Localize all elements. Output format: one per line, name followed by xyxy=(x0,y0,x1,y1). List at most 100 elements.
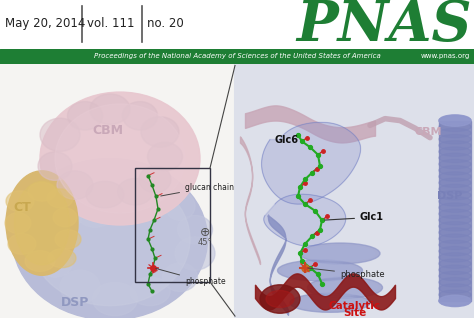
Ellipse shape xyxy=(439,265,471,274)
Text: DSP: DSP xyxy=(61,296,89,309)
Text: PNAS: PNAS xyxy=(296,0,472,53)
Ellipse shape xyxy=(163,263,198,291)
Text: DSP: DSP xyxy=(437,191,462,202)
Ellipse shape xyxy=(439,290,471,300)
Text: no. 20: no. 20 xyxy=(147,17,184,30)
Ellipse shape xyxy=(439,172,471,181)
Ellipse shape xyxy=(290,293,370,312)
Ellipse shape xyxy=(38,152,72,180)
Text: Site: Site xyxy=(343,308,366,318)
Ellipse shape xyxy=(53,208,77,227)
Ellipse shape xyxy=(439,203,471,212)
Text: Glc1: Glc1 xyxy=(325,212,384,222)
Text: CBM: CBM xyxy=(92,124,124,136)
Ellipse shape xyxy=(137,181,173,212)
Ellipse shape xyxy=(439,128,471,138)
Ellipse shape xyxy=(90,94,130,124)
Ellipse shape xyxy=(37,249,73,277)
Ellipse shape xyxy=(439,296,471,306)
Ellipse shape xyxy=(439,209,471,218)
Ellipse shape xyxy=(48,249,76,268)
Text: 45°: 45° xyxy=(198,238,212,246)
Ellipse shape xyxy=(439,159,471,169)
Polygon shape xyxy=(264,194,346,246)
Ellipse shape xyxy=(47,201,82,230)
Ellipse shape xyxy=(28,182,56,201)
Ellipse shape xyxy=(6,191,34,212)
Ellipse shape xyxy=(439,115,471,126)
Text: Proceedings of the National Academy of Sciences of the United States of America: Proceedings of the National Academy of S… xyxy=(94,53,380,59)
Text: CBM: CBM xyxy=(415,127,443,137)
Ellipse shape xyxy=(439,246,471,256)
Bar xyxy=(235,64,474,318)
Ellipse shape xyxy=(165,192,195,220)
Ellipse shape xyxy=(47,189,73,208)
Text: vol. 111: vol. 111 xyxy=(87,17,135,30)
Ellipse shape xyxy=(141,117,179,147)
Ellipse shape xyxy=(439,166,471,175)
Ellipse shape xyxy=(439,222,471,231)
Text: CT: CT xyxy=(13,201,31,214)
Ellipse shape xyxy=(439,259,471,268)
Bar xyxy=(0,64,235,318)
Ellipse shape xyxy=(67,101,102,130)
Ellipse shape xyxy=(266,290,294,308)
Ellipse shape xyxy=(6,171,78,275)
Polygon shape xyxy=(262,122,361,204)
Text: Catalytic: Catalytic xyxy=(329,301,381,311)
Ellipse shape xyxy=(308,277,383,298)
Ellipse shape xyxy=(439,252,471,262)
Ellipse shape xyxy=(139,166,171,193)
Ellipse shape xyxy=(312,280,377,295)
Ellipse shape xyxy=(439,197,471,206)
Ellipse shape xyxy=(439,153,471,162)
Ellipse shape xyxy=(75,194,115,227)
Text: phosphate: phosphate xyxy=(308,268,384,279)
Ellipse shape xyxy=(175,237,215,270)
Text: Glc6: Glc6 xyxy=(275,135,299,145)
Text: glucan chain: glucan chain xyxy=(161,183,234,196)
Ellipse shape xyxy=(55,230,81,249)
Text: phosphate: phosphate xyxy=(155,268,226,287)
Ellipse shape xyxy=(295,296,365,309)
Ellipse shape xyxy=(260,285,300,313)
Ellipse shape xyxy=(5,213,31,233)
Text: May 20, 2014: May 20, 2014 xyxy=(5,17,85,30)
Ellipse shape xyxy=(439,135,471,144)
Ellipse shape xyxy=(439,240,471,250)
Ellipse shape xyxy=(130,277,170,306)
Ellipse shape xyxy=(57,171,93,199)
Ellipse shape xyxy=(40,118,80,151)
Ellipse shape xyxy=(277,260,363,281)
Ellipse shape xyxy=(439,184,471,194)
Ellipse shape xyxy=(439,278,471,287)
Ellipse shape xyxy=(439,215,471,225)
Ellipse shape xyxy=(122,101,157,130)
Ellipse shape xyxy=(439,122,471,132)
Ellipse shape xyxy=(439,271,471,281)
Ellipse shape xyxy=(86,181,124,208)
Ellipse shape xyxy=(439,295,471,307)
Ellipse shape xyxy=(439,141,471,150)
Ellipse shape xyxy=(439,228,471,237)
Ellipse shape xyxy=(305,246,375,261)
Ellipse shape xyxy=(118,178,153,205)
Ellipse shape xyxy=(439,234,471,244)
Ellipse shape xyxy=(177,216,212,244)
Ellipse shape xyxy=(439,147,471,156)
Ellipse shape xyxy=(283,263,357,278)
Ellipse shape xyxy=(8,233,36,254)
Ellipse shape xyxy=(15,181,70,265)
Ellipse shape xyxy=(40,92,200,225)
Text: $\oplus$: $\oplus$ xyxy=(200,226,210,239)
Ellipse shape xyxy=(439,178,471,188)
Ellipse shape xyxy=(30,173,190,306)
Ellipse shape xyxy=(12,159,208,318)
Ellipse shape xyxy=(30,223,60,256)
Ellipse shape xyxy=(25,251,55,272)
Ellipse shape xyxy=(60,270,100,303)
Bar xyxy=(439,121,471,301)
Bar xyxy=(135,168,210,282)
Ellipse shape xyxy=(147,142,182,171)
Ellipse shape xyxy=(439,190,471,200)
